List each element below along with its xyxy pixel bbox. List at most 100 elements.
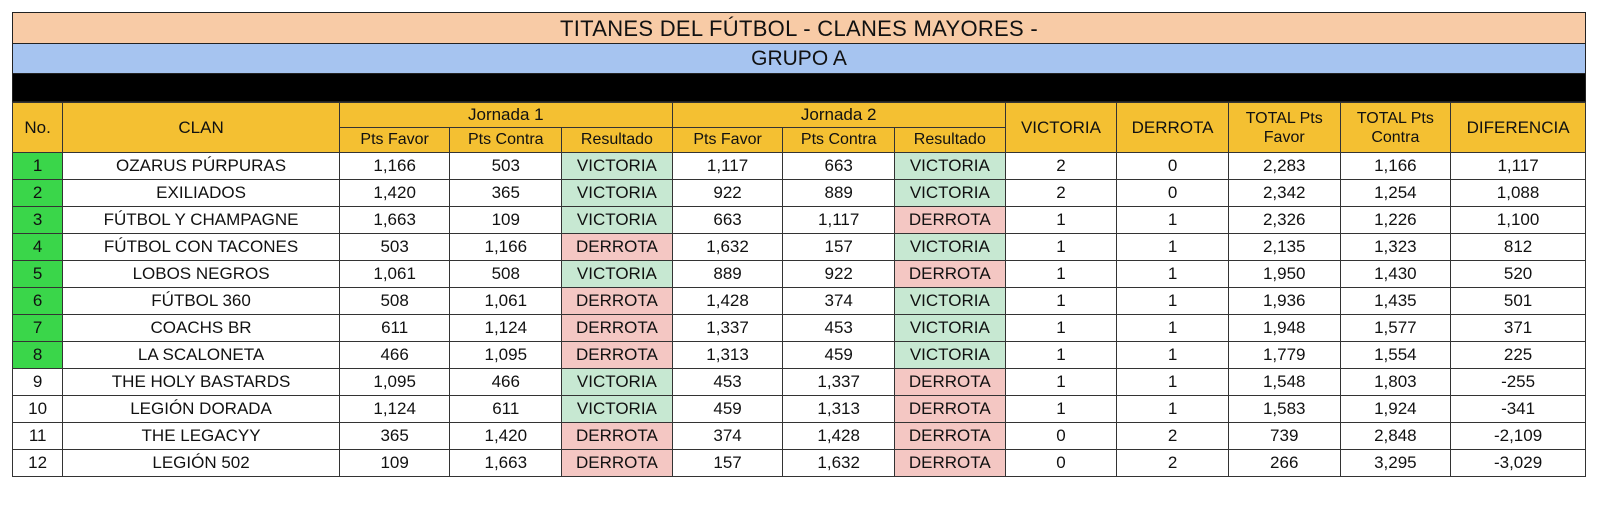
table-row: 9 THE HOLY BASTARDS 1,095 466 VICTORIA 4… <box>11 368 1586 396</box>
cell-diferencia: -341 <box>1450 395 1586 423</box>
standings-sheet: TITANES DEL FÚTBOL - CLANES MAYORES - GR… <box>11 12 1586 477</box>
cell-total-favor: 1,948 <box>1227 314 1341 342</box>
cell-j2-pts-favor: 1,117 <box>671 152 784 180</box>
cell-clan: OZARUS PÚRPURAS <box>62 152 340 180</box>
cell-j1-resultado: DERROTA <box>561 449 673 477</box>
cell-victoria: 1 <box>1004 260 1118 288</box>
cell-clan: FÚTBOL Y CHAMPAGNE <box>62 206 340 234</box>
cell-derrota: 1 <box>1116 233 1229 261</box>
cell-total-favor: 266 <box>1227 449 1341 477</box>
cell-j2-pts-favor: 1,313 <box>671 341 784 369</box>
cell-victoria: 2 <box>1004 179 1118 207</box>
cell-j1-pts-contra: 1,420 <box>449 422 563 450</box>
table-row: 8 LA SCALONETA 466 1,095 DERROTA 1,313 4… <box>11 341 1586 369</box>
cell-total-contra: 1,323 <box>1339 233 1452 261</box>
cell-j1-resultado: VICTORIA <box>561 368 673 396</box>
cell-total-contra: 1,435 <box>1339 287 1452 315</box>
cell-j1-resultado: DERROTA <box>561 233 673 261</box>
cell-j1-pts-contra: 109 <box>449 206 563 234</box>
cell-j2-pts-favor: 459 <box>671 395 784 423</box>
cell-derrota: 1 <box>1116 287 1229 315</box>
cell-total-favor: 1,936 <box>1227 287 1341 315</box>
cell-derrota: 1 <box>1116 260 1229 288</box>
cell-diferencia: 225 <box>1450 341 1586 369</box>
table-row: 7 COACHS BR 611 1,124 DERROTA 1,337 453 … <box>11 314 1586 342</box>
cell-j2-pts-contra: 157 <box>782 233 895 261</box>
cell-clan: LA SCALONETA <box>62 341 340 369</box>
cell-derrota: 2 <box>1116 449 1229 477</box>
cell-total-favor: 739 <box>1227 422 1341 450</box>
cell-j1-pts-favor: 503 <box>338 233 451 261</box>
cell-j1-pts-contra: 508 <box>449 260 563 288</box>
cell-total-favor: 2,342 <box>1227 179 1341 207</box>
col-header-j2-resultado: Resultado <box>894 127 1006 153</box>
cell-derrota: 1 <box>1116 368 1229 396</box>
cell-derrota: 1 <box>1116 206 1229 234</box>
cell-j1-resultado: VICTORIA <box>561 152 673 180</box>
cell-j1-pts-favor: 1,166 <box>338 152 451 180</box>
cell-j1-resultado: VICTORIA <box>561 179 673 207</box>
cell-j2-pts-contra: 453 <box>782 314 895 342</box>
cell-clan: EXILIADOS <box>62 179 340 207</box>
cell-clan: THE LEGACYY <box>62 422 340 450</box>
col-header-j1-pts-contra: Pts Contra <box>449 127 563 153</box>
cell-j2-pts-contra: 1,117 <box>782 206 895 234</box>
table-row: 11 THE LEGACYY 365 1,420 DERROTA 374 1,4… <box>11 422 1586 450</box>
col-header-j1-resultado: Resultado <box>561 127 673 153</box>
cell-clan: FÚTBOL CON TACONES <box>62 233 340 261</box>
cell-j2-pts-favor: 453 <box>671 368 784 396</box>
cell-j1-pts-contra: 1,095 <box>449 341 563 369</box>
cell-j2-pts-contra: 374 <box>782 287 895 315</box>
cell-j2-pts-favor: 663 <box>671 206 784 234</box>
header-separator-bar <box>12 74 1586 102</box>
cell-diferencia: 1,088 <box>1450 179 1586 207</box>
cell-j1-pts-contra: 1,166 <box>449 233 563 261</box>
cell-j1-resultado: DERROTA <box>561 287 673 315</box>
cell-j1-pts-contra: 466 <box>449 368 563 396</box>
cell-j2-resultado: DERROTA <box>894 260 1006 288</box>
cell-j2-resultado: DERROTA <box>894 395 1006 423</box>
cell-j2-pts-favor: 1,428 <box>671 287 784 315</box>
cell-total-contra: 1,554 <box>1339 341 1452 369</box>
cell-no: 11 <box>11 422 64 450</box>
cell-no: 7 <box>11 314 64 342</box>
cell-j1-pts-favor: 365 <box>338 422 451 450</box>
cell-clan: COACHS BR <box>62 314 340 342</box>
cell-derrota: 1 <box>1116 341 1229 369</box>
cell-total-contra: 2,848 <box>1339 422 1452 450</box>
cell-no: 1 <box>11 152 64 180</box>
cell-j2-resultado: DERROTA <box>894 206 1006 234</box>
col-header-clan: CLAN <box>62 102 340 153</box>
col-header-total-contra: TOTAL Pts Contra <box>1339 102 1452 153</box>
cell-diferencia: -2,109 <box>1450 422 1586 450</box>
cell-total-contra: 1,254 <box>1339 179 1452 207</box>
cell-total-favor: 1,548 <box>1227 368 1341 396</box>
cell-j2-pts-contra: 1,632 <box>782 449 895 477</box>
cell-j1-pts-favor: 611 <box>338 314 451 342</box>
cell-no: 9 <box>11 368 64 396</box>
cell-j2-pts-contra: 1,337 <box>782 368 895 396</box>
cell-clan: THE HOLY BASTARDS <box>62 368 340 396</box>
cell-derrota: 1 <box>1116 314 1229 342</box>
cell-j2-resultado: VICTORIA <box>894 314 1006 342</box>
cell-j1-pts-favor: 1,420 <box>338 179 451 207</box>
cell-j2-pts-favor: 889 <box>671 260 784 288</box>
cell-j1-pts-favor: 466 <box>338 341 451 369</box>
standings-table: No. CLAN Jornada 1 Jornada 2 VICTORIA DE… <box>11 102 1586 477</box>
cell-j2-pts-favor: 157 <box>671 449 784 477</box>
tournament-title: TITANES DEL FÚTBOL - CLANES MAYORES - <box>12 12 1586 44</box>
table-row: 10 LEGIÓN DORADA 1,124 611 VICTORIA 459 … <box>11 395 1586 423</box>
cell-diferencia: -255 <box>1450 368 1586 396</box>
cell-total-contra: 3,295 <box>1339 449 1452 477</box>
cell-j1-pts-contra: 1,061 <box>449 287 563 315</box>
cell-j2-pts-contra: 889 <box>782 179 895 207</box>
cell-j1-resultado: DERROTA <box>561 341 673 369</box>
cell-j1-pts-favor: 1,124 <box>338 395 451 423</box>
cell-j2-pts-contra: 1,428 <box>782 422 895 450</box>
cell-j1-pts-favor: 1,663 <box>338 206 451 234</box>
cell-diferencia: 501 <box>1450 287 1586 315</box>
cell-diferencia: 1,100 <box>1450 206 1586 234</box>
cell-no: 6 <box>11 287 64 315</box>
col-header-jornada-2: Jornada 2 <box>671 102 1006 128</box>
cell-clan: LEGIÓN 502 <box>62 449 340 477</box>
